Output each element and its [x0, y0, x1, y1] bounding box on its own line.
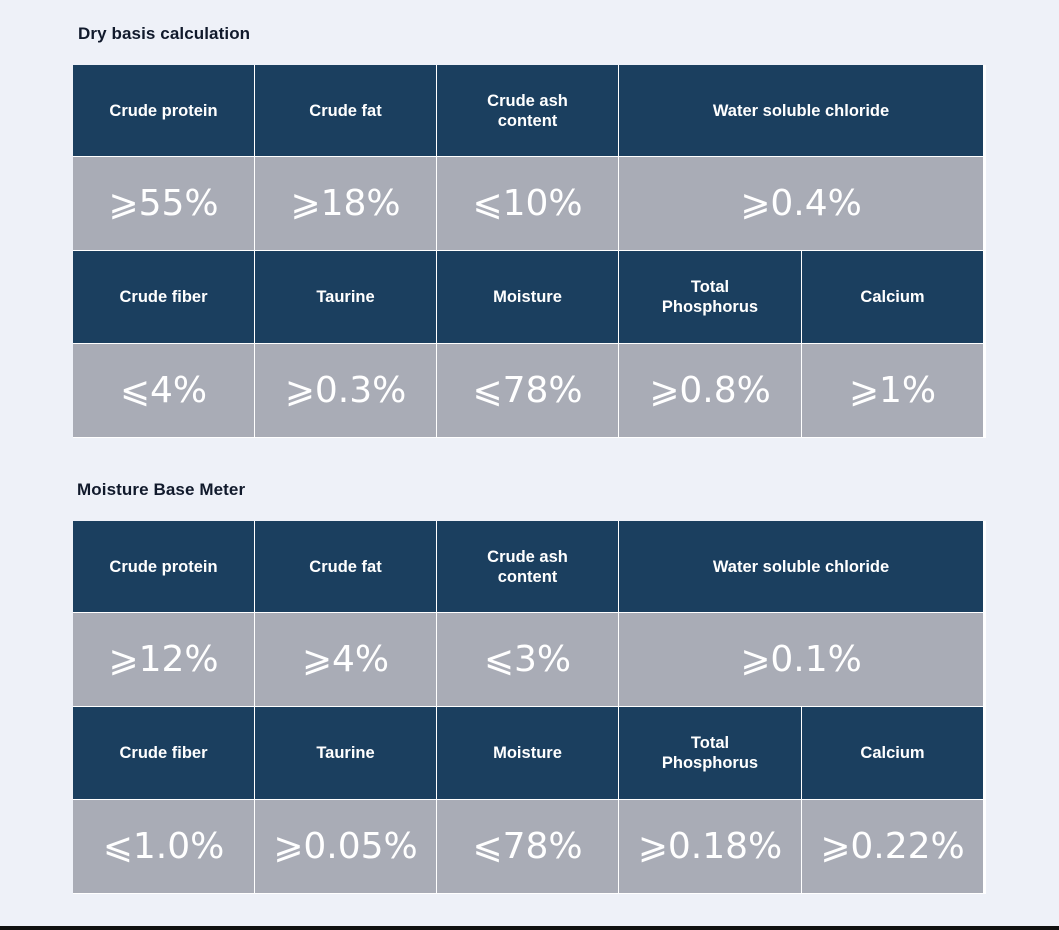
header-crude-protein: Crude protein [73, 521, 255, 613]
value-moisture: ⩽78% [437, 800, 619, 894]
header-total-phosphorus: Total Phosphorus [619, 251, 802, 344]
header-crude-protein: Crude protein [73, 65, 255, 157]
header-crude-fiber: Crude fiber [73, 251, 255, 344]
value-crude-fat: ⩾4% [255, 613, 437, 707]
value-total-phosphorus: ⩾0.18% [619, 800, 802, 894]
value-total-phosphorus: ⩾0.8% [619, 344, 802, 438]
value-crude-ash: ⩽10% [437, 157, 619, 251]
value-water-soluble-chloride: ⩾0.1% [619, 613, 984, 707]
header-water-soluble-chloride: Water soluble chloride [619, 65, 984, 157]
header-total-phosphorus: Total Phosphorus [619, 707, 802, 800]
header-crude-fiber: Crude fiber [73, 707, 255, 800]
value-calcium: ⩾0.22% [802, 800, 984, 894]
header-crude-fat: Crude fat [255, 65, 437, 157]
header-water-soluble-chloride: Water soluble chloride [619, 521, 984, 613]
value-crude-protein: ⩾55% [73, 157, 255, 251]
value-calcium: ⩾1% [802, 344, 984, 438]
nutrient-table-dry-basis: Crude protein Crude fat Crude ash conten… [73, 65, 986, 438]
header-crude-fat: Crude fat [255, 521, 437, 613]
value-crude-fiber: ⩽1.0% [73, 800, 255, 894]
value-moisture: ⩽78% [437, 344, 619, 438]
header-taurine: Taurine [255, 707, 437, 800]
header-crude-ash: Crude ash content [437, 521, 619, 613]
header-calcium: Calcium [802, 707, 984, 800]
section-title-dry-basis: Dry basis calculation [78, 24, 251, 43]
bottom-divider [0, 926, 1059, 930]
nutrient-table-moisture-base: Crude protein Crude fat Crude ash conten… [73, 521, 986, 894]
value-taurine: ⩾0.3% [255, 344, 437, 438]
value-crude-protein: ⩾12% [73, 613, 255, 707]
value-crude-fat: ⩾18% [255, 157, 437, 251]
value-taurine: ⩾0.05% [255, 800, 437, 894]
value-crude-ash: ⩽3% [437, 613, 619, 707]
header-crude-ash: Crude ash content [437, 65, 619, 157]
value-water-soluble-chloride: ⩾0.4% [619, 157, 984, 251]
header-moisture: Moisture [437, 707, 619, 800]
header-moisture: Moisture [437, 251, 619, 344]
value-crude-fiber: ⩽4% [73, 344, 255, 438]
header-taurine: Taurine [255, 251, 437, 344]
header-calcium: Calcium [802, 251, 984, 344]
section-title-moisture-base: Moisture Base Meter [77, 480, 246, 499]
